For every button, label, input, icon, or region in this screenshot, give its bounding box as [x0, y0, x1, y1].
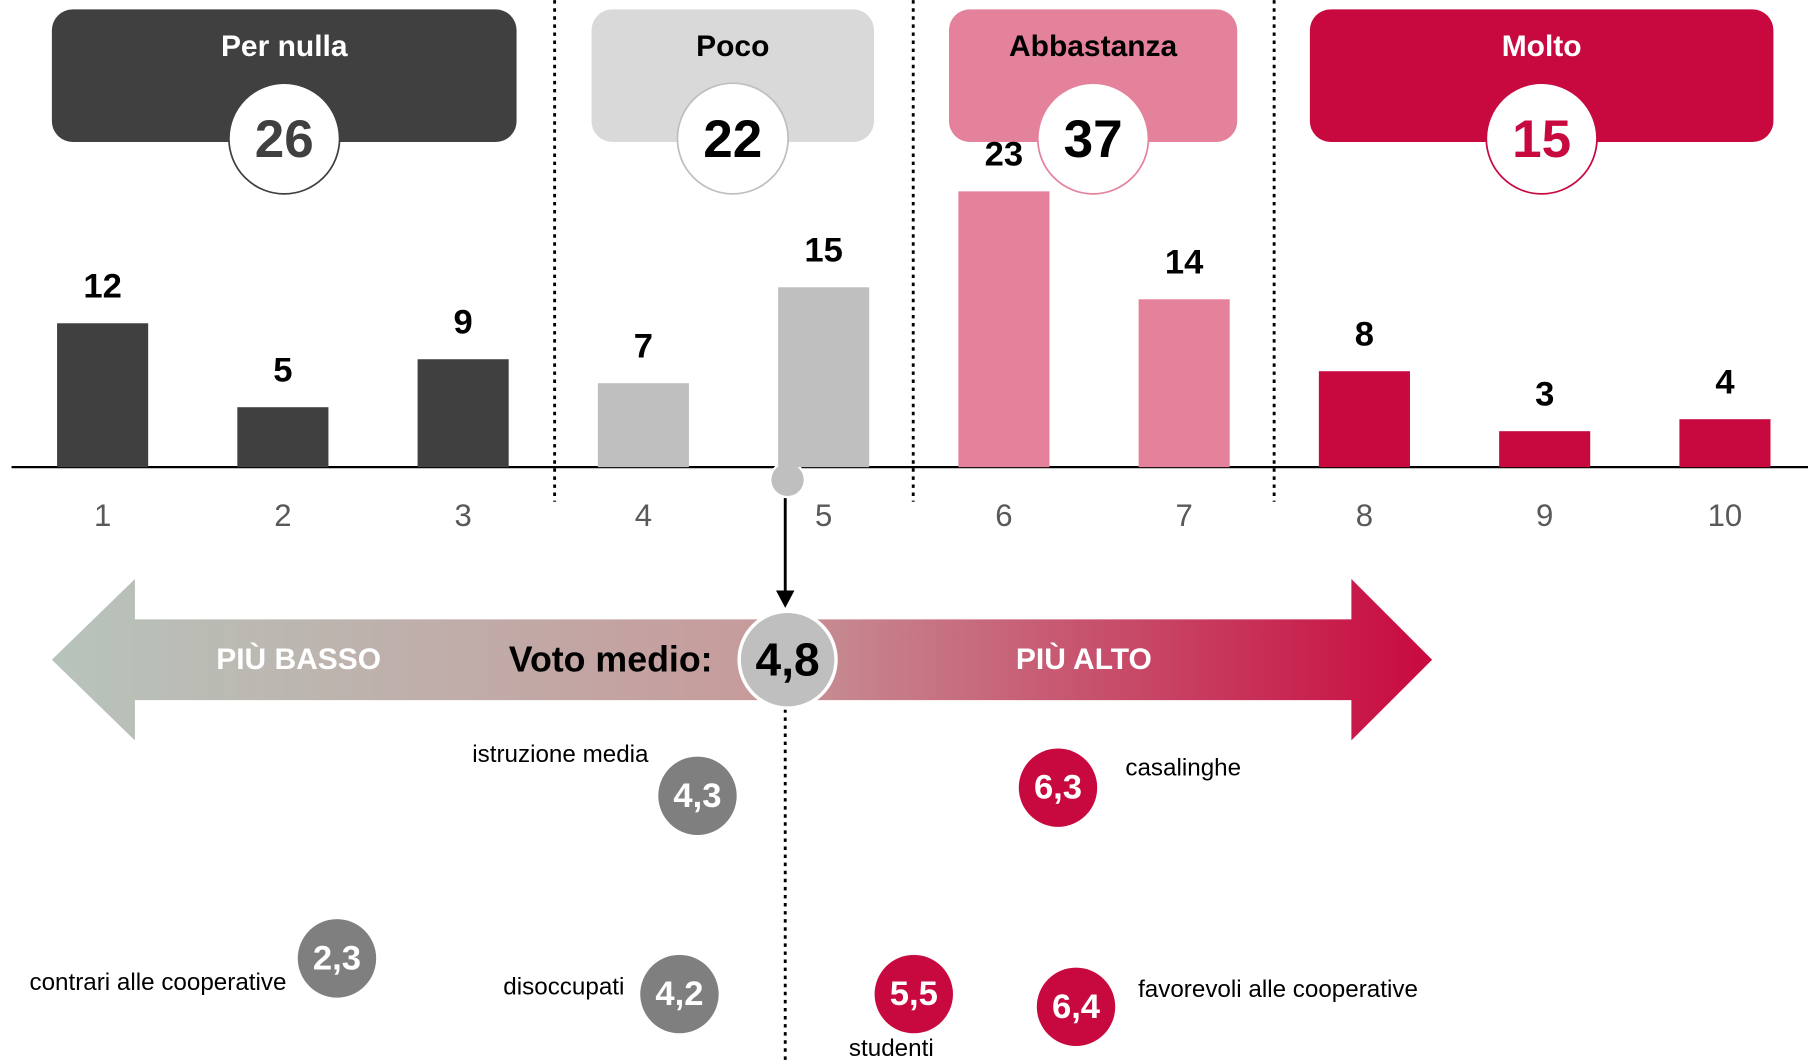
bar-value: 15 [804, 231, 842, 269]
subgroup-name: casalinghe [1125, 755, 1241, 782]
subgroup-marker [1036, 967, 1116, 1046]
x-tick-label: 3 [454, 498, 471, 533]
group-total-circle [1485, 82, 1598, 195]
subgroup-value: 2,3 [313, 939, 361, 977]
arrow-label: PIÙ BASSO [216, 642, 381, 676]
x-tick-label: 9 [1536, 498, 1553, 533]
group-total-circle [1036, 82, 1150, 195]
group-box [591, 9, 875, 142]
subgroup-value: 5,5 [890, 975, 938, 1013]
x-tick-label: 4 [635, 498, 652, 533]
group-total: 15 [1512, 110, 1571, 169]
mean-label: Voto medio: [509, 640, 713, 680]
bar [597, 383, 689, 468]
subgroup-name: disoccupati [503, 974, 624, 1001]
x-tick-label: 6 [995, 498, 1012, 533]
bar-value: 5 [273, 351, 292, 389]
group-box [948, 9, 1238, 142]
group-total: 37 [1064, 110, 1123, 169]
group-name: Poco [696, 30, 769, 63]
bar-value: 3 [1535, 375, 1554, 413]
group-box [1309, 9, 1774, 142]
group-total: 26 [255, 110, 314, 169]
subgroup-marker [1018, 748, 1098, 827]
group-name: Abbastanza [1009, 30, 1178, 63]
x-tick-label: 2 [274, 498, 291, 533]
bar-value: 14 [1165, 243, 1204, 281]
bar-value: 4 [1715, 363, 1735, 401]
bar [1499, 431, 1591, 468]
subgroup-name: istruzione media [472, 741, 649, 768]
bar-value: 12 [83, 267, 121, 305]
x-tick-label: 7 [1176, 498, 1193, 533]
group-total: 22 [703, 110, 762, 169]
bar [237, 407, 329, 468]
group-name: Per nulla [221, 30, 348, 63]
subgroup-marker [874, 954, 953, 1034]
subgroup-marker [658, 756, 737, 835]
subgroup-name: contrari alle cooperative [29, 969, 286, 996]
bar-value: 8 [1355, 315, 1374, 353]
separators [553, 0, 1276, 1060]
subgroup-value: 4,2 [655, 975, 703, 1013]
x-tick-label: 1 [94, 498, 111, 533]
mean-value: 4,8 [756, 634, 820, 686]
subgroup-value: 6,3 [1034, 769, 1082, 807]
group-name: Molto [1502, 30, 1582, 63]
bar-value: 7 [634, 327, 653, 365]
pointer-dot [769, 461, 806, 499]
bar [417, 359, 509, 468]
pointer-head [776, 590, 795, 608]
bar [1318, 371, 1410, 468]
bar [57, 323, 149, 468]
mean-circle [737, 609, 838, 710]
bar [1138, 299, 1230, 468]
subgroup-value: 4,3 [673, 777, 721, 815]
x-tick-label: 10 [1708, 498, 1743, 533]
bar-value: 23 [985, 135, 1023, 173]
x-tick-label: 5 [815, 498, 832, 533]
group-total-circle [228, 82, 341, 195]
bar-value: 9 [454, 303, 473, 341]
bar [958, 191, 1050, 468]
arrow-label: PIÙ ALTO [1016, 642, 1152, 676]
subgroup-marker [640, 954, 719, 1034]
group-total-circle [676, 82, 789, 195]
group-box [51, 9, 517, 142]
x-tick-label: 8 [1356, 498, 1373, 533]
subgroup-name: favorevoli alle cooperative [1138, 976, 1418, 1003]
bar [1679, 419, 1771, 468]
subgroup-marker [297, 919, 377, 998]
subgroup-value: 6,4 [1052, 988, 1101, 1026]
bar [778, 287, 870, 468]
subgroup-name: studenti [849, 1035, 934, 1060]
